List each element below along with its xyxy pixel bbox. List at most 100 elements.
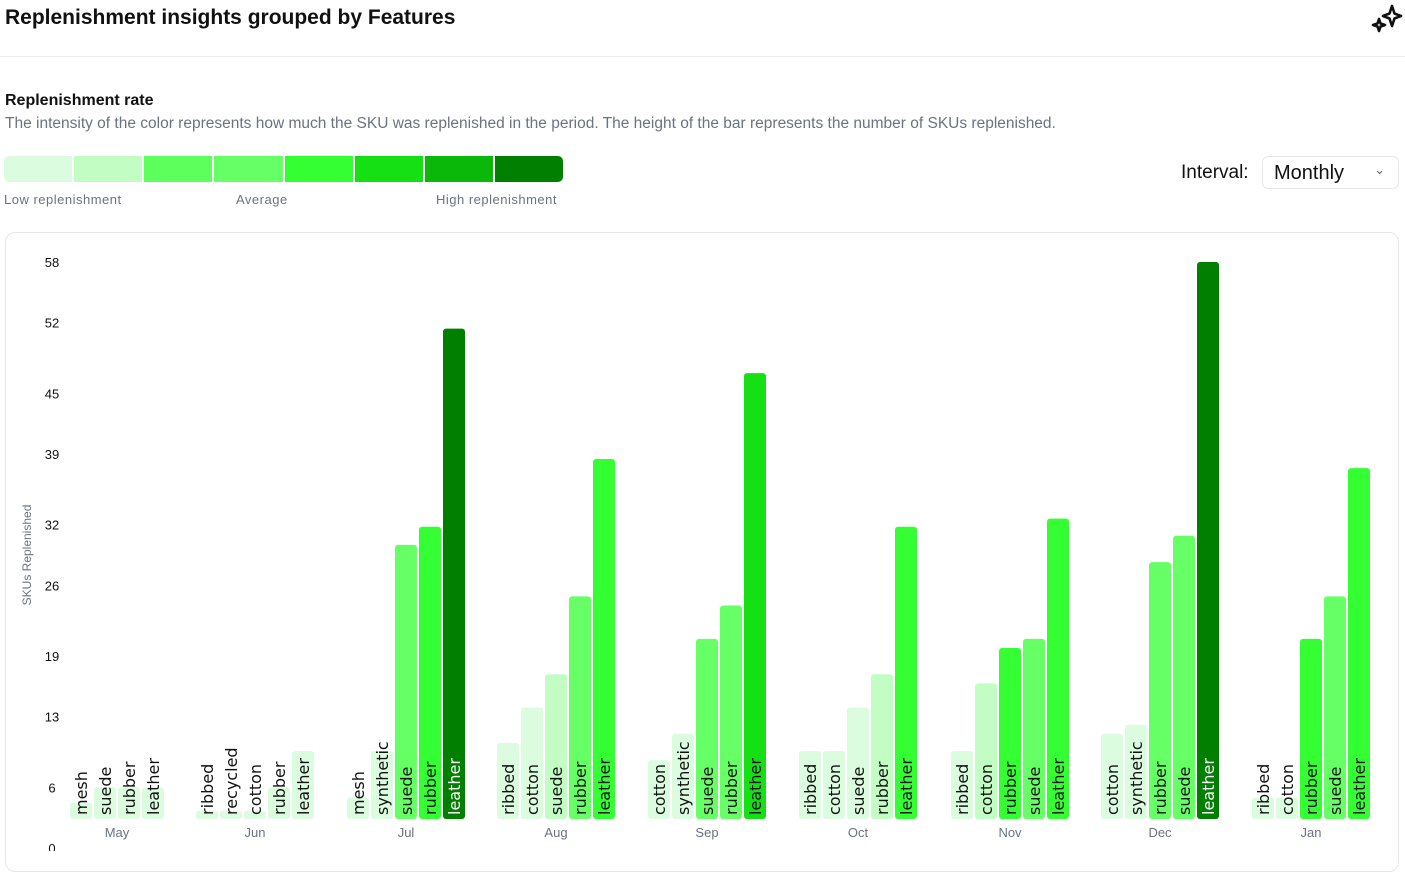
bar-nov-ribbed[interactable] (951, 751, 973, 819)
bar-may-mesh[interactable] (70, 802, 92, 819)
bar-label: leather (1199, 758, 1218, 815)
bar-label: mesh (72, 771, 91, 815)
x-tick-label: Dec (1148, 825, 1172, 840)
bar-may-leather[interactable] (142, 787, 164, 819)
y-tick-label: 26 (45, 578, 59, 593)
bar-jul-suede[interactable] (395, 544, 417, 819)
bar-jun-cotton[interactable] (244, 810, 266, 819)
legend-swatch-5 (354, 156, 423, 182)
bar-label: ribbed (801, 764, 820, 815)
bar-label: rubber (873, 761, 892, 815)
bar-label: rubber (270, 761, 289, 815)
bar-label: ribbed (499, 764, 518, 815)
bar-sep-suede[interactable] (696, 638, 718, 819)
legend-swatch-4 (284, 156, 353, 182)
bar-label: cotton (977, 764, 996, 815)
bar-label: synthetic (373, 741, 392, 815)
bar-label: suede (397, 767, 416, 815)
legend-low-label: Low replenishment (4, 192, 122, 207)
y-tick-label: 6 (48, 780, 55, 795)
bar-sep-cotton[interactable] (648, 760, 670, 819)
bar-jun-recycled[interactable] (220, 810, 242, 819)
bar-dec-leather[interactable] (1197, 262, 1219, 819)
y-tick-label: 0 (48, 841, 55, 851)
bar-nov-cotton[interactable] (975, 683, 997, 819)
legend-average-label: Average (236, 192, 288, 207)
bar-label: leather (1350, 758, 1369, 815)
legend-swatch-0 (4, 156, 73, 182)
x-tick-label: Jul (398, 825, 415, 840)
bar-label: rubber (421, 761, 440, 815)
sparkles-icon[interactable] (1370, 2, 1404, 36)
bar-dec-rubber[interactable] (1149, 562, 1171, 819)
bar-label: suede (96, 767, 115, 815)
bar-oct-rubber[interactable] (871, 674, 893, 819)
x-tick-label: Sep (695, 825, 718, 840)
bar-label: recycled (222, 747, 241, 815)
bar-sep-leather[interactable] (744, 373, 766, 819)
bar-sep-synthetic[interactable] (672, 733, 694, 819)
y-tick-label: 39 (45, 447, 59, 462)
interval-select[interactable]: Monthly ⌄ (1262, 156, 1399, 189)
bar-label: suede (1025, 767, 1044, 815)
bar-label: cotton (246, 764, 265, 815)
bar-dec-cotton[interactable] (1101, 733, 1123, 819)
legend-high-label: High replenishment (436, 192, 558, 207)
bar-jul-leather[interactable] (443, 328, 465, 819)
bar-dec-suede[interactable] (1173, 535, 1195, 819)
interval-label: Interval: (1181, 162, 1249, 183)
bar-oct-ribbed[interactable] (799, 751, 821, 819)
bar-jan-leather[interactable] (1348, 468, 1370, 819)
bar-jan-cotton[interactable] (1276, 797, 1298, 819)
bar-label: suede (1326, 767, 1345, 815)
bar-oct-leather[interactable] (895, 526, 917, 819)
bar-jun-ribbed[interactable] (196, 810, 218, 819)
bar-label: rubber (1151, 761, 1170, 815)
bar-may-rubber[interactable] (118, 787, 140, 819)
bar-nov-rubber[interactable] (999, 647, 1021, 819)
bar-jun-leather[interactable] (292, 751, 314, 819)
bar-dec-synthetic[interactable] (1125, 724, 1147, 819)
bar-label: mesh (349, 771, 368, 815)
bar-jul-synthetic[interactable] (371, 751, 393, 819)
legend-swatch-3 (214, 156, 283, 182)
bar-jul-mesh[interactable] (347, 797, 369, 819)
section-title: Replenishment rate (5, 92, 154, 109)
bar-label: leather (897, 758, 916, 815)
legend-swatch-1 (74, 156, 143, 182)
x-tick-label: Jan (1301, 825, 1322, 840)
bar-jan-suede[interactable] (1324, 596, 1346, 819)
y-tick-label: 32 (45, 518, 59, 533)
bar-aug-ribbed[interactable] (497, 742, 519, 819)
bar-label: leather (445, 758, 464, 815)
bar-jul-rubber[interactable] (419, 526, 441, 819)
bar-jan-rubber[interactable] (1300, 638, 1322, 819)
bar-label: suede (698, 767, 717, 815)
bar-jan-ribbed[interactable] (1252, 797, 1274, 819)
x-tick-label: Jun (245, 825, 266, 840)
bar-aug-cotton[interactable] (521, 707, 543, 819)
bar-nov-suede[interactable] (1023, 638, 1045, 819)
y-axis-label: SKUs Replenished (20, 505, 34, 606)
bar-may-suede[interactable] (94, 787, 116, 819)
bar-nov-leather[interactable] (1047, 518, 1069, 819)
bar-aug-suede[interactable] (545, 674, 567, 819)
bar-aug-leather[interactable] (593, 459, 615, 819)
bar-sep-rubber[interactable] (720, 605, 742, 819)
bar-aug-rubber[interactable] (569, 596, 591, 819)
page-title: Replenishment insights grouped by Featur… (5, 6, 456, 29)
bar-label: leather (294, 758, 313, 815)
x-tick-label: May (105, 825, 130, 840)
bar-label: cotton (650, 764, 669, 815)
bar-jun-rubber[interactable] (268, 787, 290, 819)
bar-oct-cotton[interactable] (823, 751, 845, 819)
bar-label: ribbed (953, 764, 972, 815)
bar-label: ribbed (198, 764, 217, 815)
bar-label: leather (1049, 758, 1068, 815)
bar-label: leather (595, 758, 614, 815)
y-tick-label: 52 (45, 316, 59, 331)
bar-label: cotton (523, 764, 542, 815)
bar-oct-suede[interactable] (847, 707, 869, 819)
bar-label: synthetic (1127, 741, 1146, 815)
